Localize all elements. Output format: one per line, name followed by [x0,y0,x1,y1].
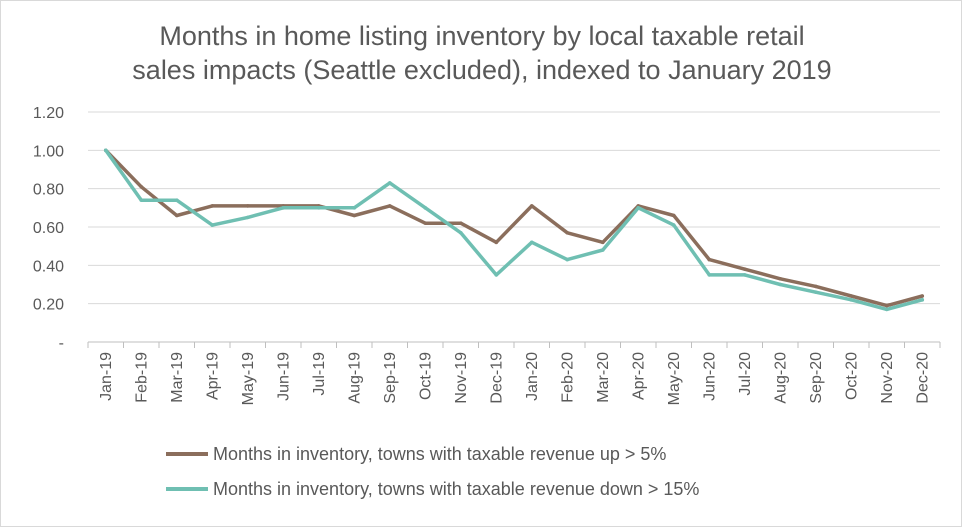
data-point [494,273,499,277]
legend-label: Months in inventory, towns with taxable … [213,444,666,464]
x-tick-label: Jun-20 [701,352,718,401]
x-tick-label: Apr-20 [630,352,647,400]
x-tick-label: Aug-20 [772,352,789,404]
data-point [352,213,357,218]
data-point [707,273,712,277]
data-point [636,206,641,210]
data-point [920,298,925,302]
data-point [352,206,357,210]
data-point [387,181,392,185]
chart-title-line-1: Months in home listing inventory by loca… [159,21,805,51]
x-tick-label: Jan-20 [524,352,541,401]
x-tick-label: Jun-19 [275,352,292,401]
data-point [884,303,889,308]
y-tick-label: 1.00 [33,143,64,160]
x-tick-label: Nov-19 [453,352,470,404]
legend-label: Months in inventory, towns with taxable … [213,479,699,499]
x-axis: Jan-19 Feb-19 Mar-19 Apr-19 May-19 Jun-19 Jul-… [87,342,941,405]
x-tick-label: Apr-19 [204,352,221,400]
data-point [849,298,854,302]
data-point [494,240,499,245]
chart-title: Months in home listing inventory by loca… [1,19,962,87]
y-tick-label: - [59,335,64,352]
data-point [671,213,676,218]
x-tick-label: Oct-20 [843,352,860,400]
data-point [742,267,747,271]
data-point [565,230,570,235]
x-tick-label: Dec-20 [914,352,931,404]
legend: Months in inventory, towns with taxable … [166,444,699,499]
x-tick-label: Nov-20 [879,352,896,404]
chart-title-line-2: sales impacts (Seattle excluded), indexe… [132,55,832,85]
data-point [778,282,783,287]
data-point [316,206,321,210]
x-tick-label: Oct-19 [417,352,434,400]
data-point [565,257,570,262]
data-point [600,240,605,245]
x-tick-label: Jan-19 [98,352,115,401]
x-tick-label: Feb-19 [133,352,150,403]
data-point [813,290,818,294]
series-1 [103,148,925,308]
data-point [849,294,854,298]
series-line [104,148,925,308]
data-point [458,221,463,225]
data-point [281,206,286,210]
x-tick-label: Jul-19 [311,352,328,396]
gridlines [88,111,940,305]
data-point [210,204,215,208]
data-point [884,307,889,312]
data-point [103,148,108,153]
x-tick-label: Mar-19 [169,352,186,403]
data-point [139,198,144,202]
x-tick-label: Aug-19 [346,352,363,404]
data-point [600,248,605,252]
data-point [529,204,534,208]
data-point [742,273,747,277]
series-line [104,148,925,312]
data-point [387,204,392,208]
data-point [707,257,712,262]
data-point [245,215,250,220]
data-point [423,206,428,210]
x-tick-label: May-20 [666,352,683,405]
y-axis: - 0.20 0.40 0.60 0.80 1.00 1.20 [33,105,64,352]
x-tick-label: Sep-19 [382,352,399,404]
y-tick-label: 1.20 [33,105,64,122]
x-tick-label: Feb-20 [559,352,576,403]
y-tick-label: 0.80 [33,182,64,199]
data-point [174,198,179,202]
data-point [174,213,179,218]
data-point [458,230,463,235]
x-tick-label: Dec-19 [488,352,505,404]
y-tick-label: 0.60 [33,220,64,237]
data-point [920,294,925,298]
y-tick-label: 0.40 [33,258,64,275]
data-point [210,223,215,227]
data-point [671,223,676,227]
data-point [778,276,783,281]
y-tick-label: 0.20 [33,297,64,314]
data-point [245,204,250,208]
data-point [139,184,144,189]
x-tick-label: May-19 [240,352,257,405]
series-2 [103,148,925,312]
data-point [423,221,428,225]
x-tick-label: Mar-20 [595,352,612,403]
data-point [529,240,534,245]
data-point [813,284,818,289]
x-tick-label: Jul-20 [737,352,754,396]
x-tick-label: Sep-20 [808,352,825,404]
